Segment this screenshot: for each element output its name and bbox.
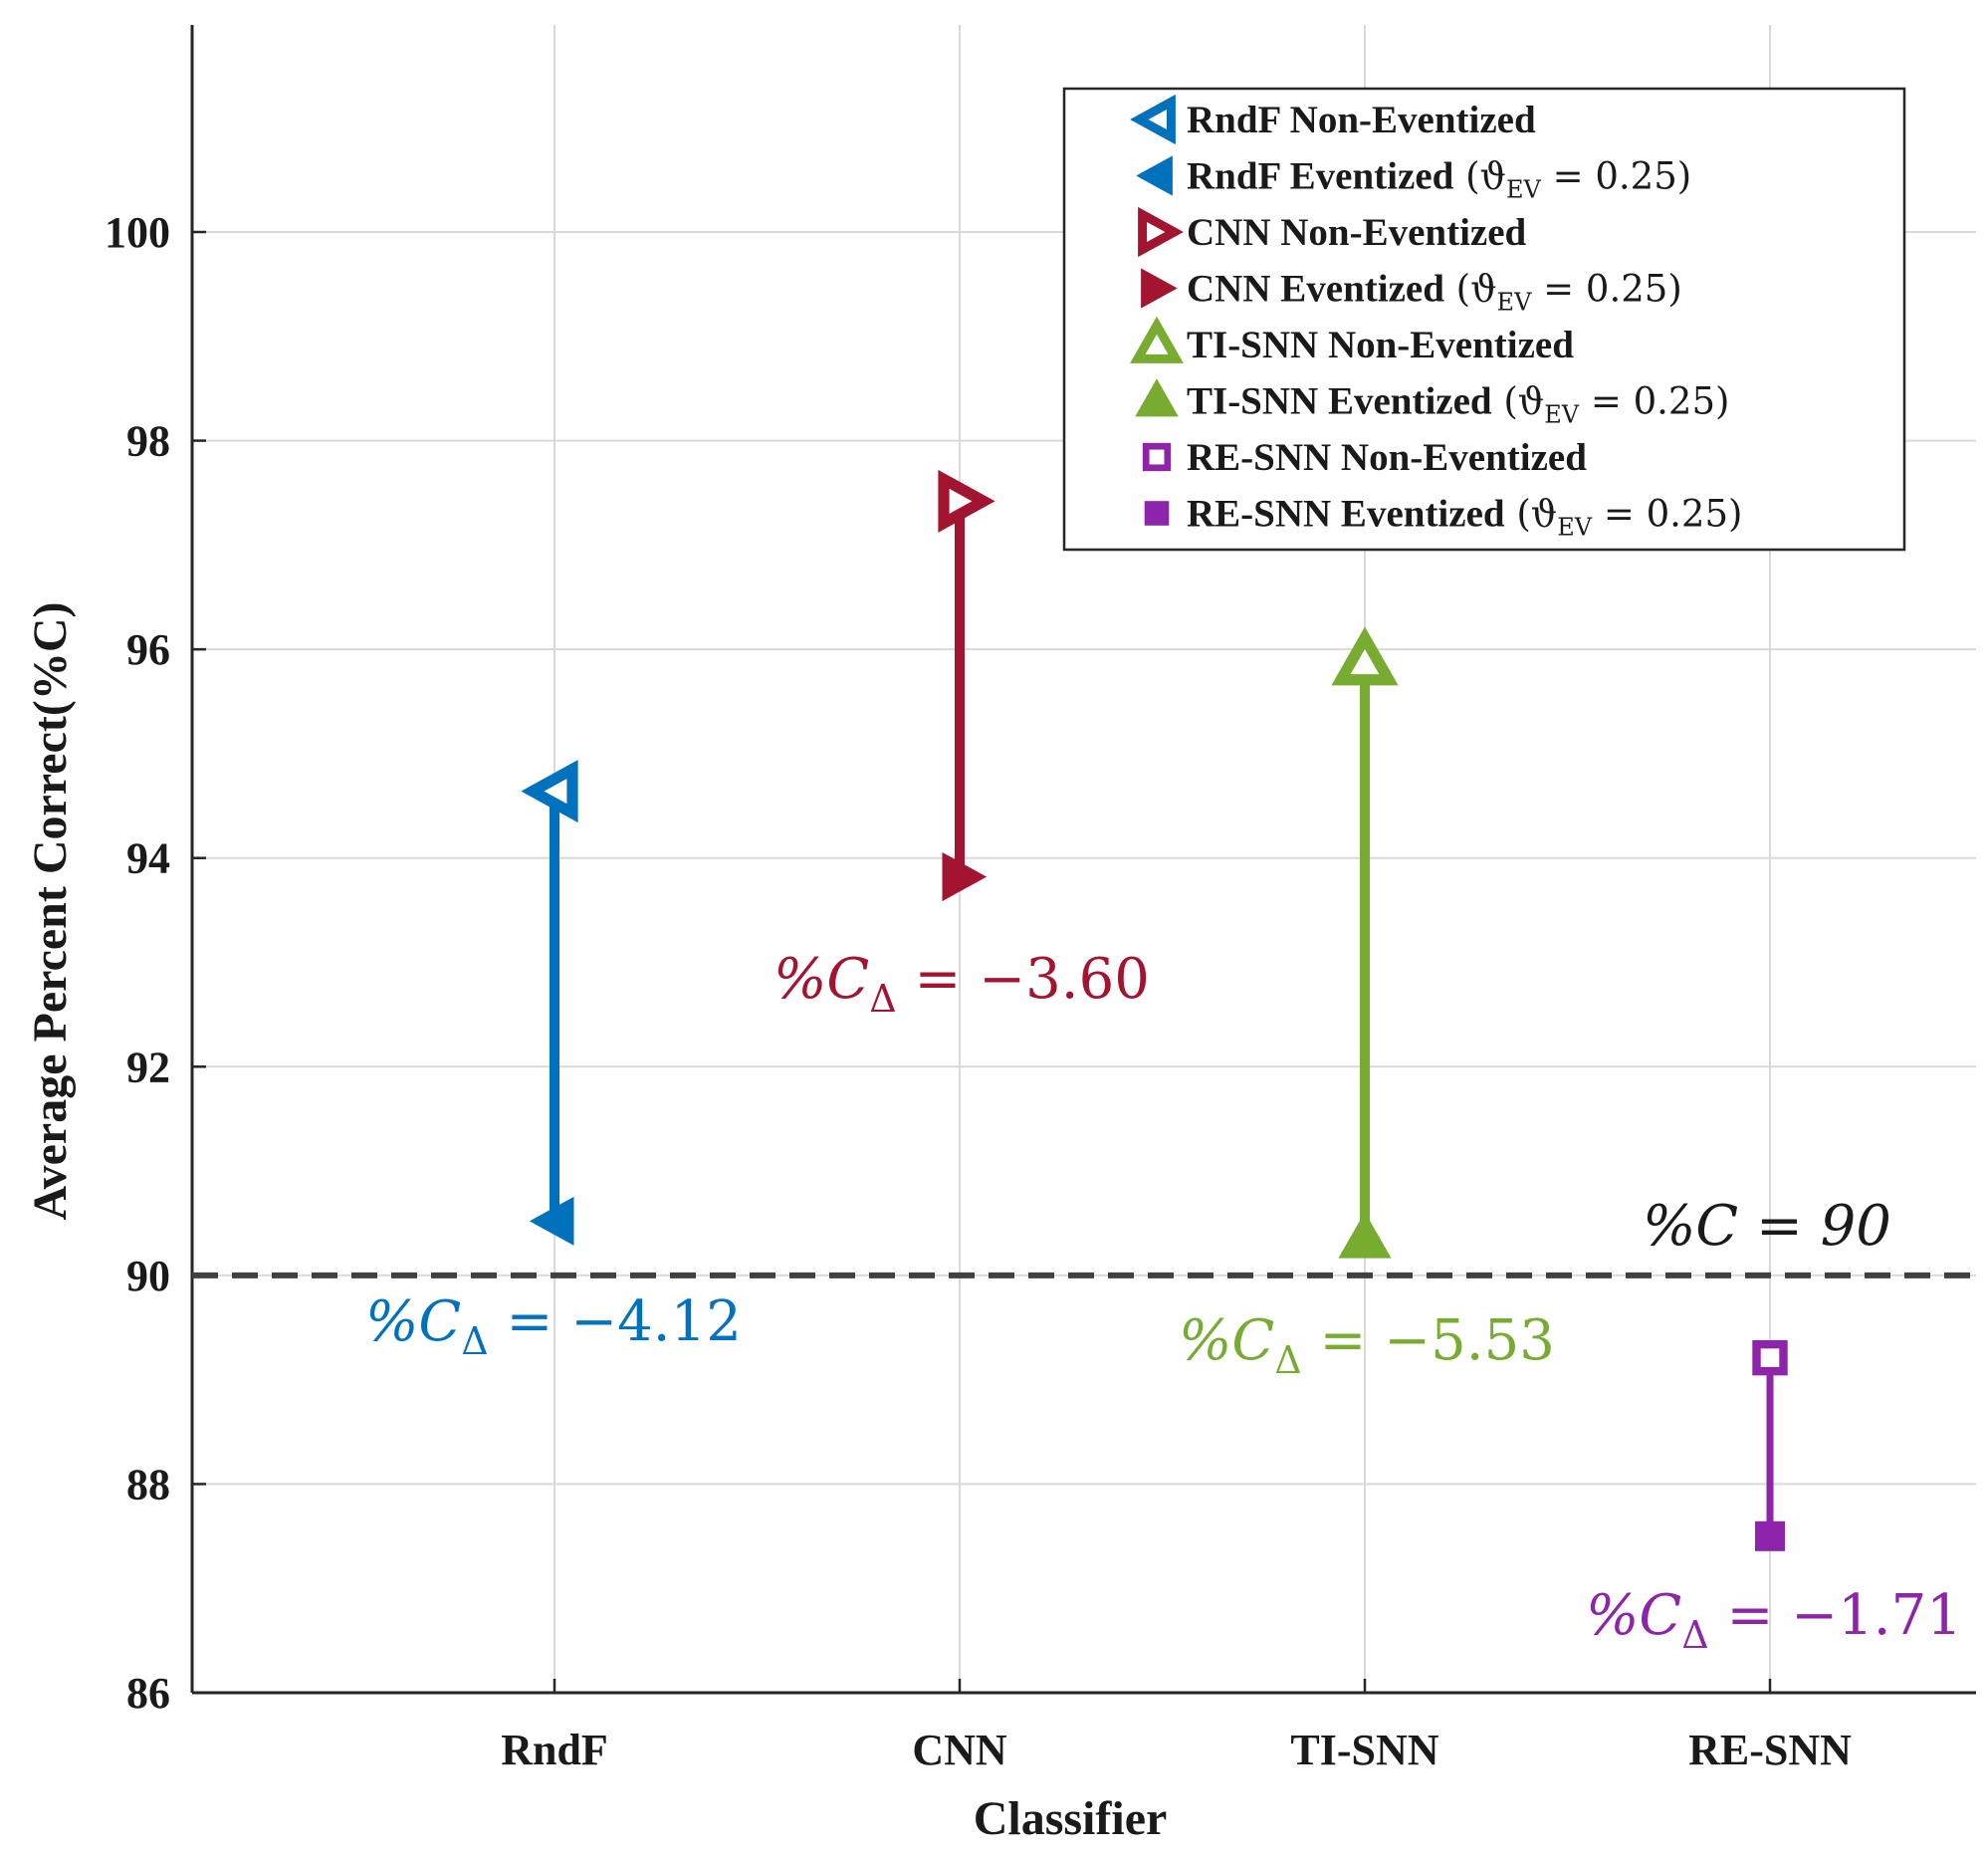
- eventized-point: [1338, 1212, 1392, 1259]
- annotations: %C = 90 %CΔ = −4.12 %CΔ = −3.60 %CΔ = −5.53…: [365, 947, 1962, 1657]
- series-cnn: [938, 469, 995, 902]
- series-rndf: [521, 760, 578, 1246]
- axes: 86 88 90 92 94 96 98 100 RndF CNN TI-SNN RE-SNN Clas…: [24, 25, 1976, 1845]
- series-ti-snn: [1331, 626, 1399, 1259]
- legend-marker: [1141, 268, 1178, 309]
- legend-marker: [1130, 94, 1176, 145]
- legend-entry: CNN Non-Eventized: [1138, 206, 1527, 258]
- x-tick-label: TI-SNN: [1290, 1726, 1438, 1774]
- legend-marker: [1138, 206, 1184, 258]
- non-eventized-point: [1752, 1339, 1788, 1376]
- legend-label: TI-SNN Eventized (ϑEV = 0.25): [1187, 380, 1729, 429]
- legend-marker: [1144, 501, 1170, 526]
- legend-label: CNN Eventized (ϑEV = 0.25): [1187, 268, 1682, 317]
- reference-line-label: %C = 90: [1643, 1194, 1891, 1259]
- legend-marker: [1135, 378, 1179, 417]
- delta-annotation: %CΔ = −4.12: [365, 1289, 742, 1363]
- y-tick-label: 98: [126, 417, 170, 466]
- legend: RndF Non-Eventized RndF Eventized (ϑEV = …: [1062, 87, 1906, 552]
- legend-label: RndF Non-Eventized: [1187, 99, 1536, 141]
- series-re-snn: [1752, 1339, 1788, 1551]
- legend-entry: RndF Eventized (ϑEV = 0.25): [1136, 155, 1691, 204]
- legend-marker: [1142, 442, 1172, 472]
- y-tick-label: 92: [126, 1043, 170, 1091]
- y-tick-label: 100: [105, 208, 170, 257]
- delta-annotation: %CΔ = −5.53: [1179, 1308, 1555, 1382]
- legend-label: CNN Non-Eventized: [1187, 211, 1527, 254]
- legend-entry: CNN Eventized (ϑEV = 0.25): [1141, 268, 1682, 317]
- non-eventized-point: [1331, 626, 1399, 686]
- y-tick-label: 86: [126, 1669, 170, 1718]
- legend-label: TI-SNN Non-Eventized: [1187, 324, 1574, 366]
- legend-entry: RE-SNN Non-Eventized: [1142, 436, 1587, 479]
- legend-entry: TI-SNN Eventized (ϑEV = 0.25): [1135, 378, 1729, 429]
- eventized-point: [1755, 1520, 1785, 1551]
- delta-annotation: %CΔ = −3.60: [773, 947, 1150, 1021]
- series-group: [521, 469, 1788, 1551]
- non-eventized-point: [938, 469, 995, 533]
- legend-entry: RE-SNN Eventized (ϑEV = 0.25): [1144, 493, 1742, 542]
- x-axis-title: Classifier: [974, 1792, 1168, 1845]
- legend-box: [1062, 87, 1906, 552]
- y-tick-label: 96: [126, 625, 170, 674]
- legend-label: RE-SNN Non-Eventized: [1187, 436, 1587, 479]
- y-tick-label: 94: [126, 834, 170, 883]
- legend-marker: [1136, 155, 1173, 196]
- x-tick-label: RndF: [501, 1726, 608, 1774]
- legend-label: RndF Eventized (ϑEV = 0.25): [1187, 155, 1691, 204]
- eventized-point: [942, 852, 988, 902]
- y-axis-title: Average Percent Correct(%C): [24, 602, 77, 1221]
- legend-entry: TI-SNN Non-Eventized: [1130, 316, 1574, 366]
- non-eventized-point: [521, 760, 578, 823]
- delta-annotation: %CΔ = −1.71: [1586, 1583, 1962, 1657]
- legend-marker: [1130, 316, 1184, 363]
- y-tick-label: 88: [126, 1460, 170, 1509]
- x-tick-label: RE-SNN: [1688, 1726, 1852, 1774]
- legend-label: RE-SNN Eventized (ϑEV = 0.25): [1187, 493, 1742, 542]
- x-tick-label: CNN: [912, 1726, 1007, 1774]
- legend-entry: RndF Non-Eventized: [1130, 94, 1536, 145]
- y-tick-label: 90: [126, 1252, 170, 1300]
- eventized-point: [529, 1196, 574, 1246]
